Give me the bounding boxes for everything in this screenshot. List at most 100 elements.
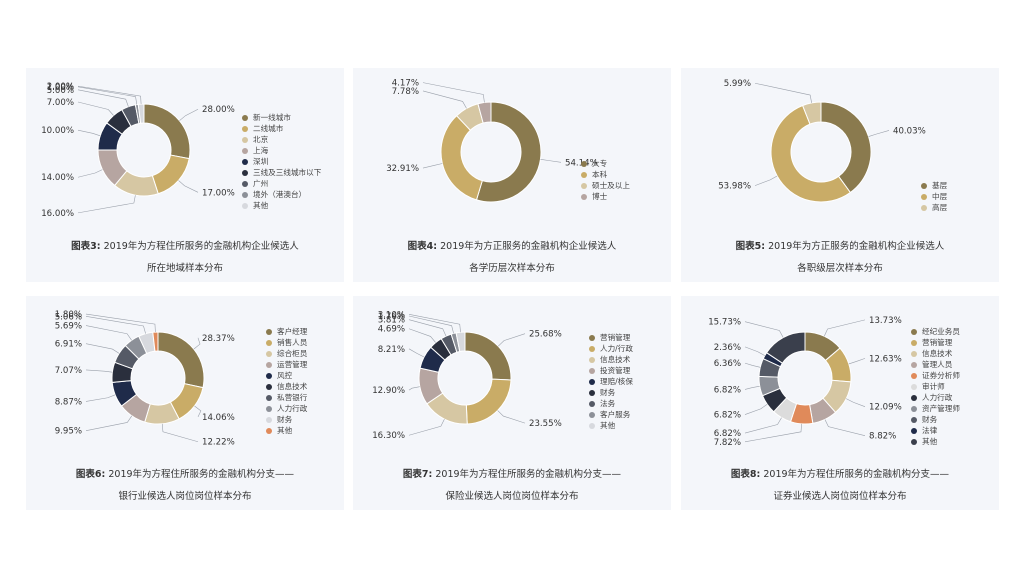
leader-line-1 <box>193 337 201 350</box>
legend-item: 法律 <box>911 425 960 436</box>
legend-swatch <box>911 416 917 423</box>
legend-swatch <box>589 367 595 374</box>
value-label-10: 1.80% <box>55 310 82 320</box>
legend-swatch <box>589 334 595 341</box>
value-label-1: 25.68% <box>529 330 562 340</box>
legend-label: 综合柜员 <box>277 349 308 358</box>
legend-swatch <box>911 438 917 445</box>
legend-swatch <box>266 372 272 379</box>
donut-chart-3: 40.03% 53.98% 5.99% <box>718 79 926 203</box>
leader-line-5 <box>744 423 802 443</box>
legend-swatch <box>266 427 272 434</box>
caption-line2: 证券业候选人岗位岗位样本分布 <box>773 491 907 502</box>
leader-line-1 <box>823 319 866 337</box>
legend-label: 信息技术 <box>922 349 953 358</box>
legend-item: 证券分析师 <box>911 370 960 381</box>
slice-1 <box>157 331 205 389</box>
legend-label: 财务 <box>600 388 616 397</box>
slice-11 <box>765 331 806 364</box>
legend-label: 二线城市 <box>253 124 284 133</box>
legend-label: 理赔/核保 <box>600 377 633 386</box>
leader-line-10 <box>744 346 765 356</box>
legend-swatch <box>581 171 587 178</box>
legend-label: 新一线城市 <box>253 113 291 122</box>
leader-line-3 <box>422 90 467 109</box>
slice-1 <box>143 103 191 160</box>
leader-line-4 <box>422 82 485 103</box>
legend-1: 新一线城市 二线城市 北京 上海 深圳 三线及三线城市以下 广州 境外（港澳台） 其他 <box>242 112 321 211</box>
leader-line-5 <box>408 348 425 358</box>
leader-line-4 <box>85 415 133 431</box>
value-label-7: 6.91% <box>55 340 82 350</box>
legend-swatch <box>581 160 587 167</box>
legend-item: 上海 <box>242 145 321 156</box>
value-label-7: 5.00% <box>47 86 74 96</box>
legend-item: 销售人员 <box>266 337 307 348</box>
legend-item: 法务 <box>589 398 633 409</box>
caption-line1: 2019年为方程住所服务的金融机构企业候选人 <box>103 241 299 252</box>
leader-line-2 <box>754 175 778 186</box>
leader-line-6 <box>77 101 114 116</box>
legend-label: 境外（港澳台） <box>253 190 307 199</box>
leader-line-8 <box>77 86 138 105</box>
value-label-4: 8.82% <box>869 432 896 442</box>
leader-line-7 <box>744 404 768 415</box>
legend-swatch <box>921 204 927 211</box>
value-label-6: 4.69% <box>378 325 405 335</box>
caption-3: 图表5: 2019年为方正服务的金融机构企业候选人 各职级层次样本分布 <box>687 236 993 280</box>
caption-1: 图表3: 2019年为方程住所服务的金融机构企业候选人 所在地域样本分布 <box>32 236 338 280</box>
legend-swatch <box>589 422 595 429</box>
legend-item: 客户服务 <box>589 409 633 420</box>
legend-item: 境外（港澳台） <box>242 189 321 200</box>
value-label-3: 12.09% <box>869 403 902 413</box>
caption-line2: 保险业候选人岗位岗位样本分布 <box>445 491 579 502</box>
value-label-5: 8.21% <box>378 345 405 355</box>
legend-label: 本科 <box>592 170 608 179</box>
legend-item: 财务 <box>911 414 960 425</box>
legend-swatch <box>242 136 248 143</box>
leader-line-9 <box>77 85 142 105</box>
caption-label: 图表4: <box>407 241 438 252</box>
value-label-7: 3.81% <box>378 316 405 326</box>
donut-chart-6: 13.73%12.63%12.09%8.82%7.82%6.82%6.82%6.… <box>708 316 902 448</box>
leader-line-7 <box>408 319 447 337</box>
value-label-2: 53.98% <box>718 182 751 192</box>
legend-item: 客户经理 <box>266 326 307 337</box>
leader-line-1 <box>540 159 562 163</box>
value-label-3: 5.99% <box>724 79 751 89</box>
slice-9 <box>137 103 145 124</box>
legend-label: 人力行政 <box>922 393 953 402</box>
legend-item: 高层 <box>921 202 947 213</box>
leader-line-3 <box>754 82 812 103</box>
legend-label: 客户服务 <box>600 410 631 419</box>
value-label-3: 16.00% <box>41 209 74 219</box>
slice-2 <box>465 378 512 425</box>
caption-line1: 2019年为方正服务的金融机构企业候选人 <box>768 241 945 252</box>
slice-2 <box>440 114 483 201</box>
caption-line1: 2019年为方程住所服务的金融机构分支—— <box>435 469 622 480</box>
legend-swatch <box>242 191 248 198</box>
legend-item: 财务 <box>266 414 307 425</box>
legend-2: 大专 本科 硕士及以上 博士 <box>581 158 630 202</box>
legend-swatch <box>242 114 248 121</box>
value-label-3: 16.30% <box>372 431 405 441</box>
legend-swatch <box>589 378 595 385</box>
leader-line-3 <box>845 398 866 407</box>
value-label-4: 4.17% <box>392 79 419 89</box>
legend-item: 营销管理 <box>911 337 960 348</box>
leader-line-5 <box>85 394 116 402</box>
legend-label: 营销管理 <box>922 338 953 347</box>
legend-swatch <box>266 416 272 423</box>
legend-item: 风控 <box>266 370 307 381</box>
caption-line2: 各学历层次样本分布 <box>469 263 555 274</box>
donut-chart-1: 28.00% 17.00% 16.00% 14.00% 10.00% 7.00% 5.00%… <box>41 82 235 219</box>
value-label-8: 6.82% <box>714 385 741 395</box>
legend-item: 人力行政 <box>911 392 960 403</box>
legend-label: 基层 <box>932 181 948 190</box>
leader-line-6 <box>408 328 436 343</box>
legend-4: 客户经理 销售人员 综合柜员 运营管理 风控 信息技术 私营银行 人力行政 财务 其他 <box>266 326 307 436</box>
legend-item: 私营银行 <box>266 392 307 403</box>
legend-label: 其他 <box>277 426 293 435</box>
legend-item: 北京 <box>242 134 321 145</box>
chart-panel-1: 28.00% 17.00% 16.00% 14.00% 10.00% 7.00% 5.00%… <box>26 68 344 282</box>
